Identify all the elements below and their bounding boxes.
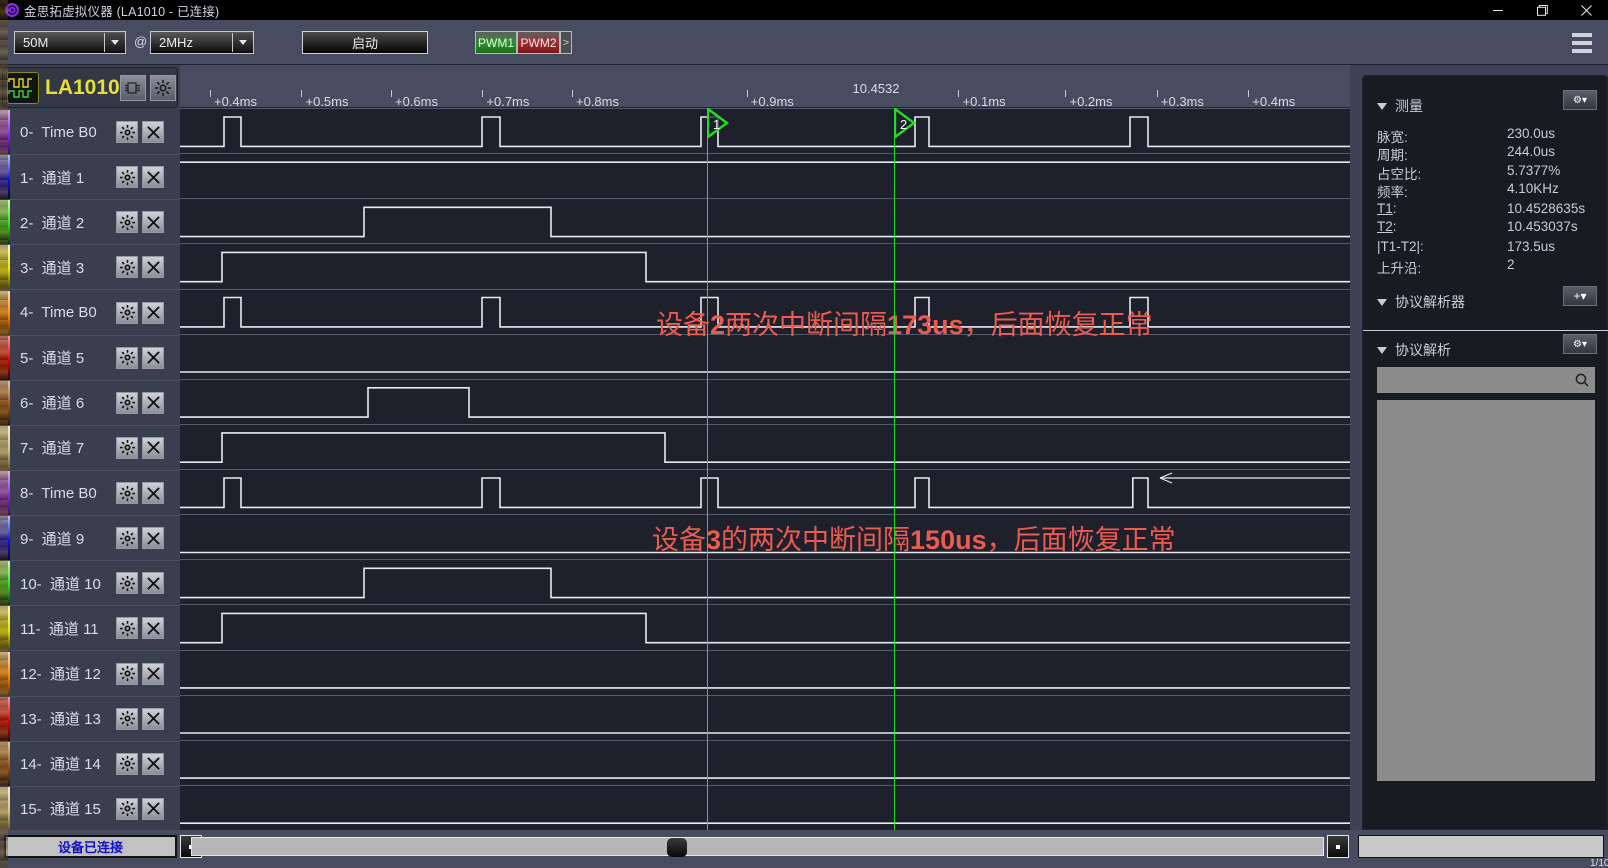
svg-text:1: 1 [713,117,720,132]
svg-text:2: 2 [900,117,907,132]
